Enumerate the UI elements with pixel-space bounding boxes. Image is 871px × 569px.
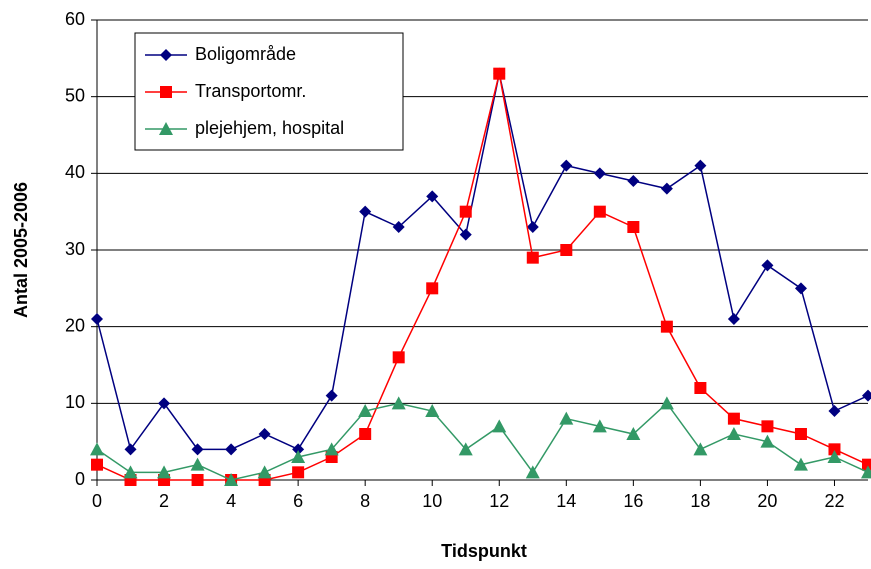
marker <box>157 465 172 479</box>
marker <box>123 465 138 479</box>
marker <box>827 450 842 463</box>
x-tick-label: 14 <box>556 491 576 511</box>
x-tick-label: 2 <box>159 491 169 511</box>
y-tick-label: 60 <box>65 9 85 29</box>
x-tick-label: 18 <box>690 491 710 511</box>
x-tick-label: 16 <box>623 491 643 511</box>
marker <box>862 389 871 402</box>
marker <box>526 251 539 264</box>
marker <box>659 396 674 410</box>
marker <box>828 405 841 417</box>
marker <box>358 404 373 417</box>
marker <box>525 465 540 479</box>
marker <box>660 320 673 333</box>
marker <box>861 465 871 479</box>
marker <box>626 427 641 440</box>
marker <box>160 49 172 61</box>
marker <box>392 351 405 364</box>
marker <box>292 443 305 456</box>
marker <box>627 221 640 233</box>
marker <box>660 182 673 195</box>
marker <box>224 473 239 486</box>
marker <box>190 457 205 471</box>
marker <box>359 428 372 440</box>
marker <box>459 228 472 241</box>
x-tick-label: 22 <box>824 491 844 511</box>
x-axis-label: Tidspunkt <box>441 541 527 561</box>
marker <box>592 419 607 433</box>
marker <box>726 427 741 440</box>
marker <box>560 244 573 256</box>
marker <box>761 259 774 272</box>
marker <box>526 221 539 233</box>
marker <box>593 167 606 180</box>
legend-label: plejehjem, hospital <box>195 118 344 138</box>
marker <box>693 442 708 456</box>
marker <box>425 404 440 417</box>
marker <box>593 205 606 218</box>
marker <box>794 282 807 295</box>
x-tick-label: 4 <box>226 491 236 511</box>
legend-label: Boligområde <box>195 44 296 64</box>
marker <box>257 465 272 479</box>
marker <box>291 450 306 463</box>
y-tick-label: 20 <box>65 315 85 335</box>
marker <box>324 442 339 456</box>
marker <box>191 474 204 486</box>
marker <box>191 443 204 456</box>
marker <box>761 420 774 433</box>
marker <box>91 458 103 471</box>
marker <box>559 411 574 425</box>
marker <box>560 159 573 172</box>
marker <box>828 443 841 456</box>
marker <box>493 67 506 80</box>
x-tick-label: 10 <box>422 491 442 511</box>
legend-label: Transportomr. <box>195 81 306 101</box>
marker <box>359 205 372 218</box>
marker <box>694 382 707 394</box>
marker <box>627 175 640 187</box>
y-tick-label: 0 <box>75 469 85 489</box>
marker <box>459 205 472 218</box>
x-tick-label: 12 <box>489 491 509 511</box>
marker <box>159 122 173 135</box>
y-tick-label: 10 <box>65 392 85 412</box>
marker <box>391 396 406 410</box>
y-tick-label: 30 <box>65 239 85 259</box>
marker <box>160 86 172 98</box>
marker <box>727 412 740 425</box>
marker <box>458 442 473 456</box>
marker <box>225 443 238 456</box>
marker <box>793 457 808 471</box>
y-tick-label: 40 <box>65 162 85 182</box>
marker <box>124 474 137 486</box>
marker <box>862 458 871 471</box>
x-tick-label: 6 <box>293 491 303 511</box>
x-tick-label: 20 <box>757 491 777 511</box>
marker <box>727 313 740 325</box>
marker <box>158 397 171 410</box>
marker <box>794 428 807 440</box>
marker <box>392 221 405 233</box>
marker <box>91 313 103 325</box>
marker <box>258 428 271 440</box>
y-tick-label: 50 <box>65 85 85 105</box>
x-tick-label: 0 <box>92 491 102 511</box>
marker <box>325 389 338 402</box>
marker <box>492 419 507 433</box>
series-line <box>96 402 869 481</box>
marker <box>426 190 439 203</box>
marker <box>90 442 104 456</box>
marker <box>426 282 439 295</box>
marker <box>292 466 305 479</box>
marker <box>694 159 707 172</box>
marker <box>124 443 137 456</box>
marker <box>760 434 775 448</box>
y-axis-label: Antal 2005-2006 <box>11 182 31 318</box>
x-tick-label: 8 <box>360 491 370 511</box>
